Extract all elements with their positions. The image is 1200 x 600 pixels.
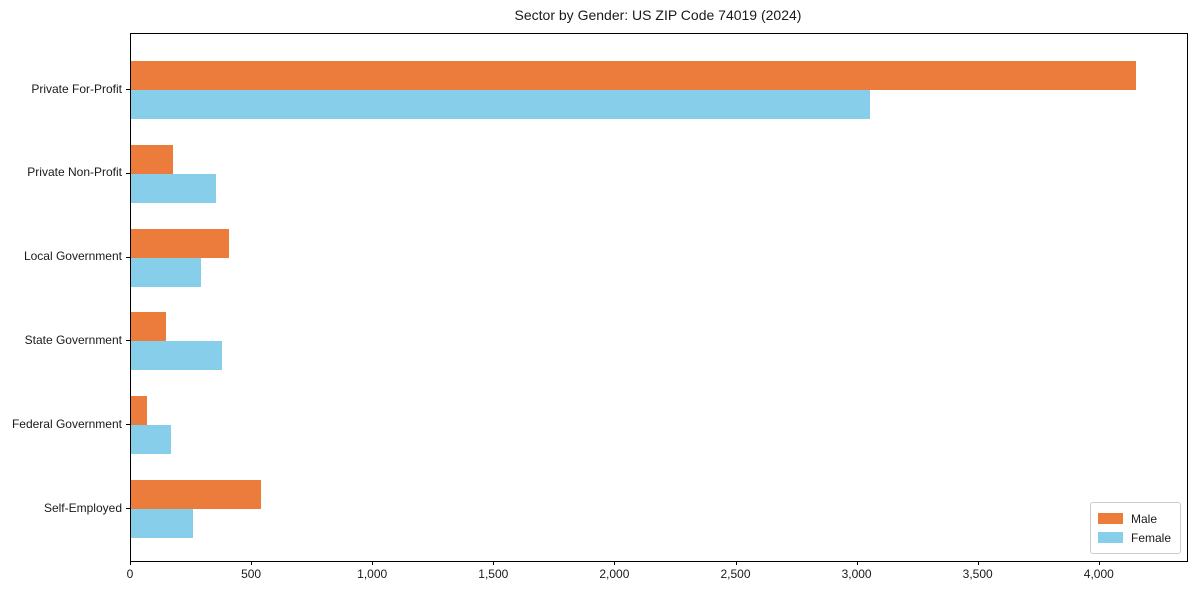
y-tick-mark [126, 256, 130, 258]
chart-title: Sector by Gender: US ZIP Code 74019 (202… [514, 7, 802, 23]
y-tick-mark [126, 340, 130, 342]
y-tick-label: Self-Employed [43, 500, 122, 515]
y-tick-mark [126, 89, 130, 90]
bar-male-5 [131, 480, 261, 509]
y-tick-mark [126, 508, 130, 509]
x-tick-mark [856, 561, 858, 565]
y-tick-label: Local Government [23, 249, 122, 264]
legend-swatch-female [1097, 532, 1123, 543]
y-tick-label: Private For-Profit [31, 81, 122, 96]
bar-female-0 [131, 90, 870, 119]
bar-female-4 [131, 425, 171, 455]
x-tick-label: 3,500 [962, 567, 993, 581]
y-tick-mark [126, 172, 130, 174]
bar-male-3 [131, 312, 167, 342]
x-tick-label: 500 [241, 567, 262, 581]
legend-label: Male [1130, 511, 1157, 526]
bar-male-1 [131, 144, 174, 174]
y-tick-label: Private Non-Profit [27, 165, 122, 180]
bar-male-4 [131, 396, 147, 426]
bar-male-2 [131, 228, 230, 258]
bar-female-5 [131, 509, 193, 538]
x-tick-mark [735, 561, 737, 565]
x-tick-mark [1098, 561, 1100, 565]
legend-item-female: Female [1097, 528, 1171, 547]
x-tick-label: 0 [126, 567, 134, 581]
x-tick-label: 4,000 [1083, 567, 1114, 581]
legend: Male Female [1089, 502, 1181, 554]
x-tick-label: 3,000 [841, 567, 872, 581]
bar-female-2 [131, 257, 202, 287]
x-tick-mark [130, 561, 131, 565]
x-tick-mark [493, 561, 495, 565]
plot-area: Male Female [130, 33, 1188, 562]
y-tick-label: Federal Government [11, 416, 122, 431]
x-tick-mark [977, 561, 979, 565]
bar-female-3 [131, 341, 222, 371]
bar-male-0 [131, 61, 1137, 90]
x-tick-label: 1,500 [478, 567, 509, 581]
x-tick-label: 2,500 [720, 567, 751, 581]
x-tick-label: 1,000 [357, 567, 388, 581]
x-tick-mark [614, 561, 616, 565]
legend-item-male: Male [1097, 509, 1171, 528]
x-tick-mark [372, 561, 374, 565]
bar-female-1 [131, 173, 216, 203]
x-tick-label: 2,000 [599, 567, 630, 581]
y-tick-mark [126, 424, 130, 426]
legend-swatch-male [1097, 513, 1123, 524]
y-tick-label: State Government [24, 332, 122, 347]
legend-label: Female [1130, 530, 1171, 545]
x-tick-mark [251, 561, 253, 565]
